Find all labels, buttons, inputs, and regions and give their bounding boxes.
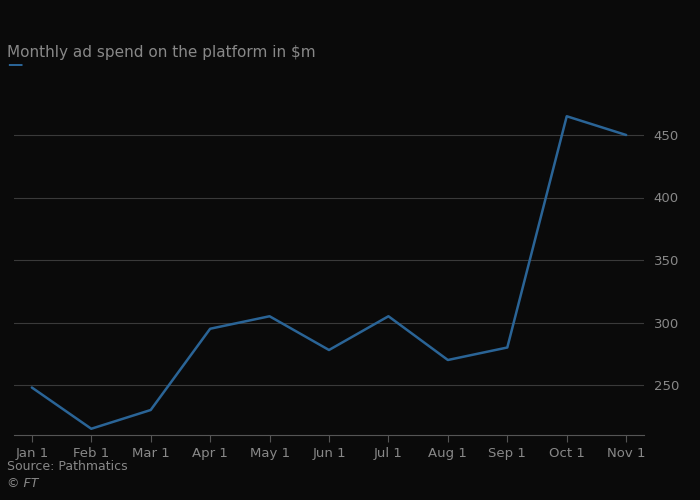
Text: © FT: © FT	[7, 477, 38, 490]
Text: Source: Pathmatics: Source: Pathmatics	[7, 460, 127, 472]
Text: Monthly ad spend on the platform in $m: Monthly ad spend on the platform in $m	[7, 45, 316, 60]
Text: —: —	[7, 58, 22, 72]
